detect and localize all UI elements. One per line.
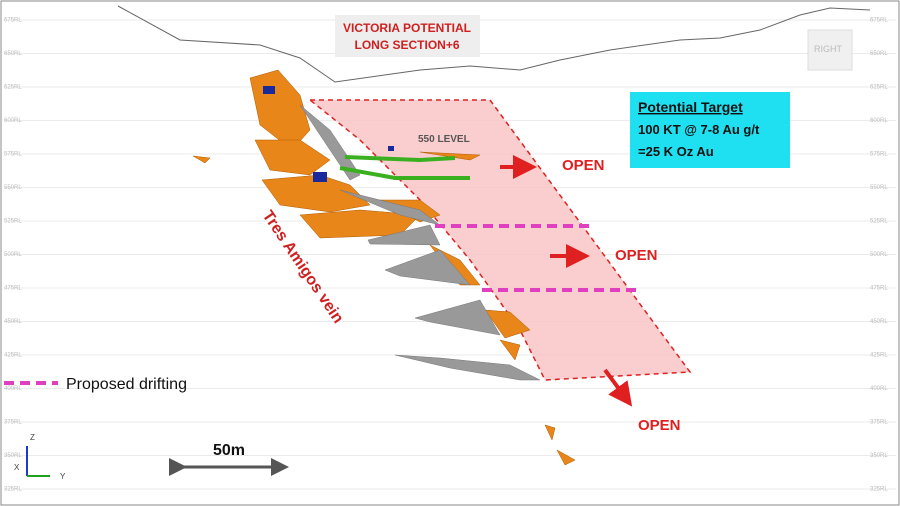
title-box	[335, 15, 480, 57]
level-label: 425RL	[870, 353, 888, 359]
view-label: RIGHT	[814, 44, 843, 54]
level-label: 500RL	[4, 252, 22, 258]
level-label: 325RL	[870, 487, 888, 493]
target-text: =25 K Oz Au	[638, 144, 714, 159]
level-lines: 675RL 675RL 650RL 650RL 625RL 625RL 600RL 600RL…	[4, 18, 896, 493]
level-label: 350RL	[870, 453, 888, 459]
level-label: 625RL	[870, 85, 888, 91]
level-label: 400RL	[870, 386, 888, 392]
proposed-drifts	[435, 224, 636, 292]
axis-label: Z	[30, 433, 35, 442]
level-label: 475RL	[870, 286, 888, 292]
level-label: 450RL	[870, 319, 888, 325]
level-label: 650RL	[4, 51, 22, 57]
level-label: 550 LEVEL	[418, 134, 470, 145]
level-label: 625RL	[4, 85, 22, 91]
level-label: 550RL	[4, 185, 22, 191]
level-label: 325RL	[4, 487, 22, 493]
level-label: 450RL	[4, 319, 22, 325]
level-label: 400RL	[4, 386, 22, 392]
target-text: 100 KT @ 7-8 Au g/t	[638, 122, 760, 137]
level-label: 425RL	[4, 353, 22, 359]
open-label: OPEN	[562, 157, 605, 174]
drifts	[299, 104, 541, 381]
target-box	[630, 92, 790, 168]
level-label: 475RL	[4, 286, 22, 292]
view-cube	[807, 29, 853, 71]
level-label: 650RL	[870, 51, 888, 57]
title: VICTORIA POTENTIAL	[343, 21, 471, 35]
level-label: 350RL	[4, 453, 22, 459]
target-heading: Potential Target	[638, 99, 743, 115]
open-label: OPEN	[638, 417, 681, 434]
level-label: 675RL	[870, 18, 888, 24]
level-label: 600RL	[4, 118, 22, 124]
level-label: 525RL	[870, 219, 888, 225]
title: LONG SECTION+6	[354, 38, 459, 52]
axis-label: X	[14, 463, 20, 472]
legend-label: Proposed drifting	[66, 376, 187, 393]
level-label: 525RL	[4, 219, 22, 225]
workings	[263, 86, 394, 182]
level-label: 550RL	[870, 185, 888, 191]
level-drives	[339, 155, 470, 180]
scale-label: 50m	[213, 442, 245, 459]
level-label: 375RL	[4, 420, 22, 426]
level-label: 675RL	[4, 18, 22, 24]
level-label: 575RL	[870, 152, 888, 158]
topography	[117, 5, 871, 83]
level-label: 575RL	[4, 152, 22, 158]
axis-label: Y	[60, 472, 66, 481]
level-label: 500RL	[870, 252, 888, 258]
level-label: 375RL	[870, 420, 888, 426]
level-label: 600RL	[870, 118, 888, 124]
open-label: OPEN	[615, 247, 658, 264]
open-arrows	[500, 155, 633, 407]
